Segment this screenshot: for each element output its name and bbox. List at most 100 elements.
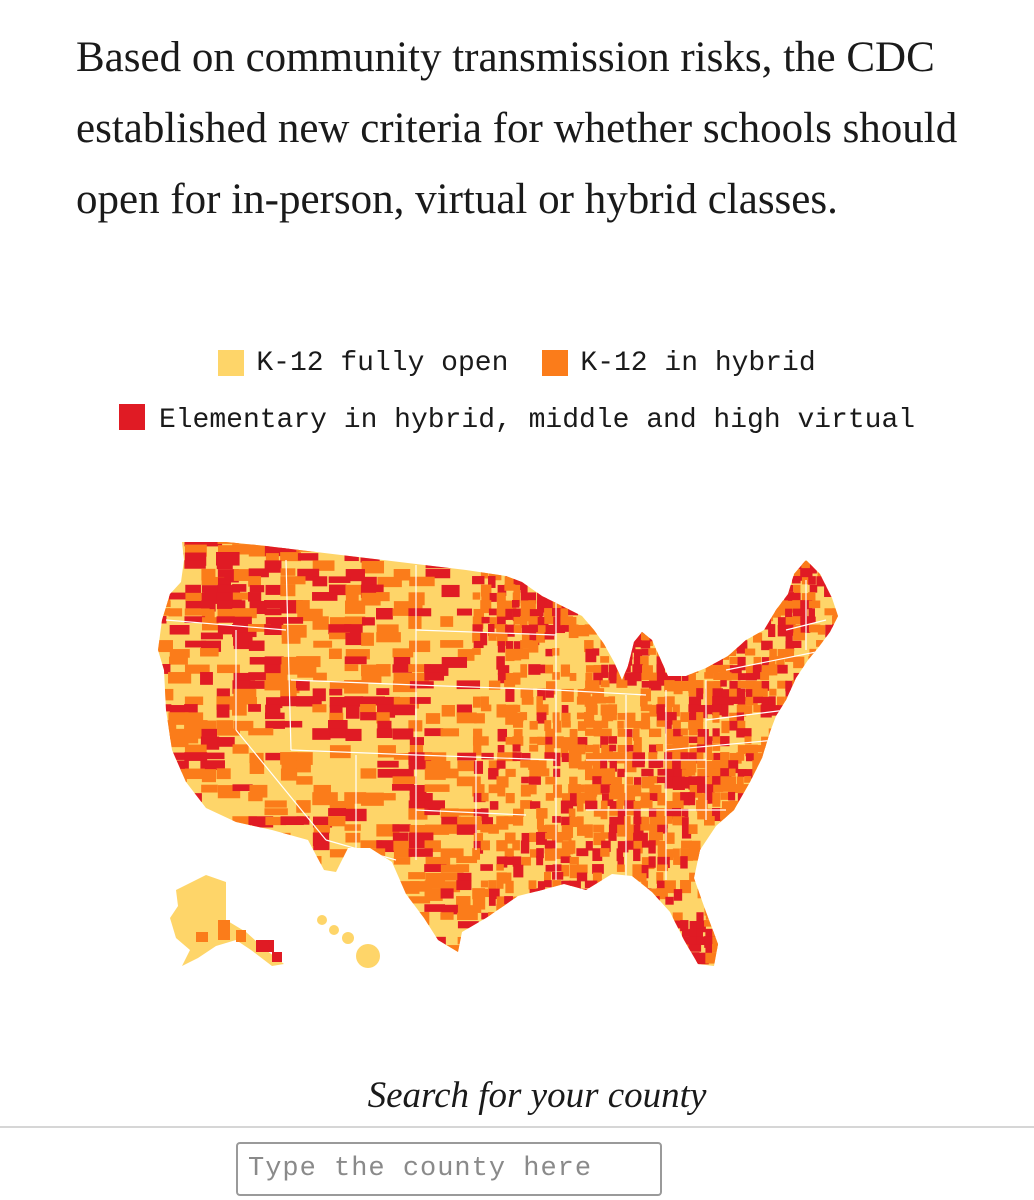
- county-cell[interactable]: [728, 960, 736, 970]
- county-cell[interactable]: [377, 793, 396, 801]
- county-cell[interactable]: [154, 817, 177, 829]
- county-cell[interactable]: [729, 576, 740, 585]
- county-cell[interactable]: [536, 856, 544, 866]
- county-cell[interactable]: [528, 760, 539, 770]
- county-cell[interactable]: [545, 736, 555, 748]
- county-cell[interactable]: [496, 896, 505, 909]
- county-cell[interactable]: [648, 920, 657, 932]
- county-cell[interactable]: [481, 912, 492, 920]
- county-cell[interactable]: [832, 904, 843, 914]
- county-cell[interactable]: [200, 672, 213, 685]
- county-cell[interactable]: [441, 584, 460, 598]
- county-cell[interactable]: [440, 848, 464, 858]
- county-cell[interactable]: [153, 880, 170, 892]
- county-cell[interactable]: [737, 552, 750, 565]
- county-cell[interactable]: [520, 584, 528, 593]
- county-cell[interactable]: [808, 576, 816, 585]
- county-cell[interactable]: [281, 960, 303, 972]
- county-cell[interactable]: [544, 872, 551, 885]
- county-cell[interactable]: [552, 952, 564, 964]
- county-cell[interactable]: [688, 584, 698, 593]
- county-cell[interactable]: [632, 912, 644, 922]
- county-cell[interactable]: [232, 584, 247, 592]
- county-cell[interactable]: [768, 656, 776, 668]
- county-cell[interactable]: [744, 576, 752, 585]
- county-cell[interactable]: [216, 720, 234, 730]
- county-cell[interactable]: [673, 609, 685, 617]
- county-cell[interactable]: [512, 568, 524, 575]
- county-cell[interactable]: [152, 664, 171, 674]
- county-cell[interactable]: [737, 720, 746, 731]
- county-cell[interactable]: [249, 657, 266, 665]
- county-cell[interactable]: [617, 744, 630, 753]
- county-cell[interactable]: [801, 768, 809, 781]
- county-cell[interactable]: [521, 856, 531, 866]
- county-cell[interactable]: [601, 664, 609, 678]
- county-cell[interactable]: [425, 713, 441, 724]
- county-cell[interactable]: [217, 664, 240, 674]
- county-cell[interactable]: [745, 769, 753, 779]
- county-cell[interactable]: [472, 544, 482, 553]
- county-cell[interactable]: [536, 632, 546, 643]
- county-cell[interactable]: [681, 585, 692, 595]
- county-cell[interactable]: [529, 768, 539, 780]
- county-cell[interactable]: [576, 824, 589, 836]
- county-cell[interactable]: [184, 616, 206, 623]
- county-cell[interactable]: [713, 768, 723, 780]
- hawaii-island[interactable]: [356, 944, 380, 968]
- county-cell[interactable]: [728, 648, 737, 656]
- county-cell[interactable]: [721, 689, 733, 699]
- county-cell[interactable]: [248, 912, 273, 924]
- county-cell[interactable]: [664, 760, 675, 770]
- county-cell[interactable]: [753, 848, 766, 857]
- county-cell[interactable]: [601, 560, 612, 573]
- county-cell[interactable]: [585, 545, 598, 555]
- county-cell[interactable]: [296, 544, 318, 552]
- county-cell[interactable]: [409, 792, 433, 803]
- county-cell[interactable]: [680, 880, 692, 894]
- county-cell[interactable]: [537, 736, 549, 746]
- county-cell[interactable]: [345, 968, 360, 976]
- county-cell[interactable]: [705, 664, 719, 674]
- county-cell[interactable]: [232, 600, 246, 612]
- county-cell[interactable]: [496, 856, 508, 868]
- county-cell[interactable]: [264, 888, 290, 897]
- county-cell[interactable]: [649, 704, 661, 717]
- county-cell[interactable]: [513, 616, 522, 625]
- county-cell[interactable]: [496, 624, 508, 637]
- county-cell[interactable]: [793, 912, 804, 920]
- county-cell[interactable]: [608, 912, 617, 923]
- county-cell[interactable]: [713, 841, 726, 854]
- county-cell[interactable]: [552, 880, 561, 890]
- county-cell[interactable]: [688, 728, 698, 736]
- county-cell[interactable]: [600, 784, 611, 794]
- county-cell[interactable]: [745, 753, 754, 762]
- county-cell[interactable]: [593, 560, 605, 574]
- county-cell[interactable]: [689, 552, 697, 563]
- county-cell[interactable]: [720, 752, 730, 765]
- county-cell[interactable]: [816, 552, 825, 563]
- county-cell[interactable]: [553, 625, 566, 634]
- county-cell[interactable]: [777, 680, 788, 689]
- county-cell[interactable]: [480, 560, 488, 568]
- county-cell[interactable]: [513, 641, 523, 651]
- county-cell[interactable]: [512, 672, 521, 685]
- county-cell[interactable]: [777, 832, 787, 844]
- county-cell[interactable]: [512, 608, 523, 622]
- county-cell[interactable]: [424, 728, 444, 737]
- county-cell[interactable]: [704, 616, 714, 630]
- county-cell[interactable]: [705, 808, 716, 821]
- county-cell[interactable]: [704, 608, 714, 622]
- county-cell[interactable]: [736, 824, 745, 832]
- county-cell[interactable]: [648, 832, 660, 846]
- county-cell[interactable]: [472, 576, 485, 585]
- county-cell[interactable]: [504, 560, 512, 568]
- county-cell[interactable]: [832, 760, 841, 769]
- county-cell[interactable]: [529, 929, 543, 938]
- county-cell[interactable]: [793, 672, 807, 684]
- county-cell[interactable]: [737, 897, 747, 907]
- county-cell[interactable]: [488, 537, 499, 547]
- county-cell[interactable]: [672, 912, 683, 925]
- county-cell[interactable]: [809, 680, 821, 689]
- county-cell[interactable]: [168, 752, 193, 760]
